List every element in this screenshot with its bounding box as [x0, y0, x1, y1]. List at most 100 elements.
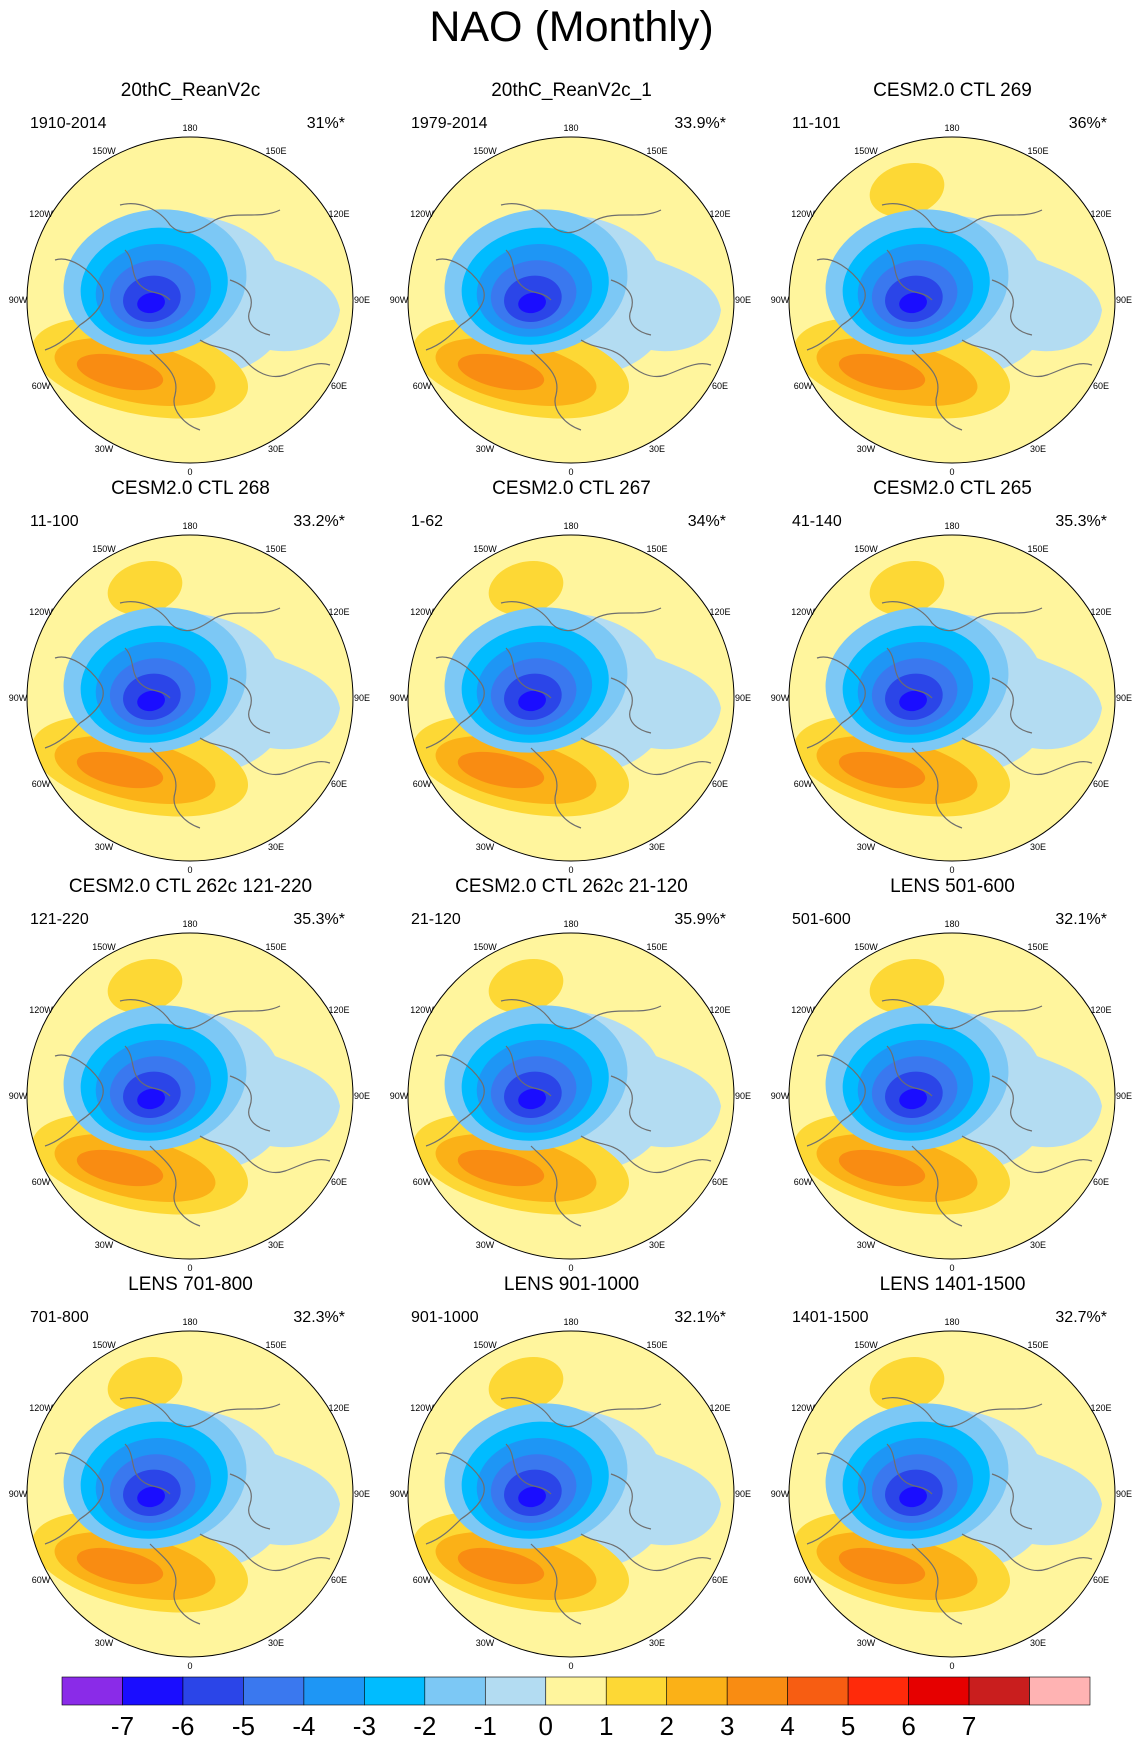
longitude-label: 60W	[32, 1575, 51, 1585]
longitude-label: 180	[563, 123, 578, 133]
longitude-label: 0	[568, 865, 573, 875]
panel-years: 121-220	[30, 911, 89, 928]
polar-map: 180 150E 120E 90E 60E 30E 0 30W 60W 90W 120W 150W	[9, 1317, 370, 1671]
longitude-label: 120E	[709, 607, 730, 617]
longitude-label: 0	[949, 865, 954, 875]
colorbar-box	[726, 1676, 788, 1706]
longitude-label: 0	[187, 467, 192, 477]
longitude-label: 150W	[854, 544, 878, 554]
panel-years: 11-100	[30, 513, 79, 530]
panel-years: 1-62	[411, 513, 444, 530]
colorbar-box	[122, 1676, 184, 1706]
longitude-label: 60E	[331, 381, 347, 391]
longitude-label: 120W	[29, 1005, 53, 1015]
colorbar-tick-label: 7	[962, 1711, 976, 1738]
longitude-label: 30E	[649, 842, 665, 852]
panel-variance-pct: 34%*	[687, 513, 726, 530]
longitude-label: 180	[944, 123, 959, 133]
longitude-label: 120W	[29, 209, 53, 219]
map-panel: LENS 701-800 701-800 32.3%* 180 150E 120E 90E 6…	[0, 1274, 381, 1674]
longitude-label: 90W	[771, 1489, 790, 1499]
panel-title: CESM2.0 CTL 268	[111, 478, 270, 499]
panel-variance-pct: 36%*	[1068, 115, 1107, 132]
longitude-label: 30E	[268, 842, 284, 852]
colorbar-box	[484, 1676, 547, 1706]
longitude-label: 60W	[32, 381, 51, 391]
longitude-label: 180	[563, 919, 578, 929]
longitude-label: 30E	[1030, 842, 1046, 852]
polar-map: 180 150E 120E 90E 60E 30E 0 30W 60W 90W 120W 150W	[9, 919, 370, 1273]
longitude-label: 150E	[646, 146, 667, 156]
panel-years: 501-600	[792, 911, 851, 928]
longitude-label: 180	[563, 521, 578, 531]
longitude-label: 120W	[410, 1005, 434, 1015]
panel-variance-pct: 35.9%*	[674, 911, 726, 928]
longitude-label: 90E	[735, 693, 751, 703]
colorbar-tick-label: -6	[171, 1711, 194, 1738]
colorbar-tick-label: 3	[720, 1711, 734, 1738]
longitude-label: 150E	[1027, 942, 1048, 952]
longitude-label: 120W	[410, 1403, 434, 1413]
longitude-label: 180	[182, 919, 197, 929]
longitude-label: 180	[182, 123, 197, 133]
panel-title: CESM2.0 CTL 262c 21-120	[455, 876, 688, 897]
longitude-label: 120E	[328, 209, 349, 219]
longitude-label: 150E	[1027, 146, 1048, 156]
colorbar-box	[908, 1676, 970, 1706]
colorbar-box	[364, 1676, 426, 1706]
longitude-label: 150W	[854, 1340, 878, 1350]
page-title: NAO (Monthly)	[429, 3, 714, 51]
map-panel: LENS 901-1000 901-1000 32.1%* 180 150E 120E 90…	[381, 1274, 762, 1674]
longitude-label: 150W	[92, 146, 116, 156]
longitude-label: 60W	[413, 779, 432, 789]
longitude-label: 150E	[1027, 544, 1048, 554]
longitude-label: 150W	[473, 544, 497, 554]
colorbar: -7 -6 -5 -4 -3 -2 -1 0 1 2 3 4 5 6 7	[61, 1676, 1091, 1738]
longitude-label: 30W	[857, 1240, 876, 1250]
longitude-label: 0	[187, 865, 192, 875]
longitude-label: 120W	[791, 1403, 815, 1413]
longitude-label: 90E	[1116, 295, 1132, 305]
longitude-label: 90W	[9, 295, 28, 305]
longitude-label: 150E	[265, 544, 286, 554]
longitude-label: 60E	[712, 1575, 728, 1585]
colorbar-tick-label: 2	[659, 1711, 673, 1738]
longitude-label: 150E	[646, 942, 667, 952]
panel-title: LENS 901-1000	[503, 1274, 640, 1295]
panel-years: 1979-2014	[411, 115, 488, 132]
longitude-label: 0	[949, 1263, 954, 1273]
longitude-label: 90W	[9, 693, 28, 703]
polar-map: 180 150E 120E 90E 60E 30E 0 30W 60W 90W 120W 150W	[390, 521, 751, 875]
longitude-label: 60W	[794, 1177, 813, 1187]
colorbar-box	[424, 1676, 486, 1706]
longitude-label: 90E	[1116, 1489, 1132, 1499]
polar-map: 180 150E 120E 90E 60E 30E 0 30W 60W 90W 120W 150W	[771, 919, 1132, 1273]
longitude-label: 150W	[92, 942, 116, 952]
longitude-label: 60E	[331, 1575, 347, 1585]
longitude-label: 150W	[473, 146, 497, 156]
longitude-label: 150E	[265, 146, 286, 156]
panel-title: CESM2.0 CTL 262c 121-220	[68, 876, 313, 897]
longitude-label: 60E	[1093, 1177, 1109, 1187]
panel-variance-pct: 35.3%*	[293, 911, 345, 928]
longitude-label: 60E	[1093, 1575, 1109, 1585]
longitude-label: 120E	[709, 209, 730, 219]
panel-title: CESM2.0 CTL 267	[492, 478, 651, 499]
longitude-label: 60E	[712, 1177, 728, 1187]
longitude-label: 30W	[476, 842, 495, 852]
longitude-label: 120W	[791, 209, 815, 219]
panel-title: CESM2.0 CTL 269	[873, 80, 1032, 101]
longitude-label: 150W	[92, 544, 116, 554]
panel-variance-pct: 32.1%*	[1055, 911, 1107, 928]
map-panel: LENS 501-600 501-600 32.1%* 180 150E 120E 90E 6…	[762, 876, 1143, 1276]
panel-variance-pct: 33.9%*	[674, 115, 726, 132]
longitude-label: 90E	[1116, 693, 1132, 703]
polar-map: 180 150E 120E 90E 60E 30E 0 30W 60W 90W 120W 150W	[771, 123, 1132, 477]
longitude-label: 150W	[854, 942, 878, 952]
longitude-label: 30E	[1030, 1638, 1046, 1648]
colorbar-box	[787, 1676, 849, 1706]
longitude-label: 180	[944, 1317, 959, 1327]
longitude-label: 150W	[473, 942, 497, 952]
colorbar-tick-label: 6	[901, 1711, 915, 1738]
longitude-label: 120W	[791, 607, 815, 617]
